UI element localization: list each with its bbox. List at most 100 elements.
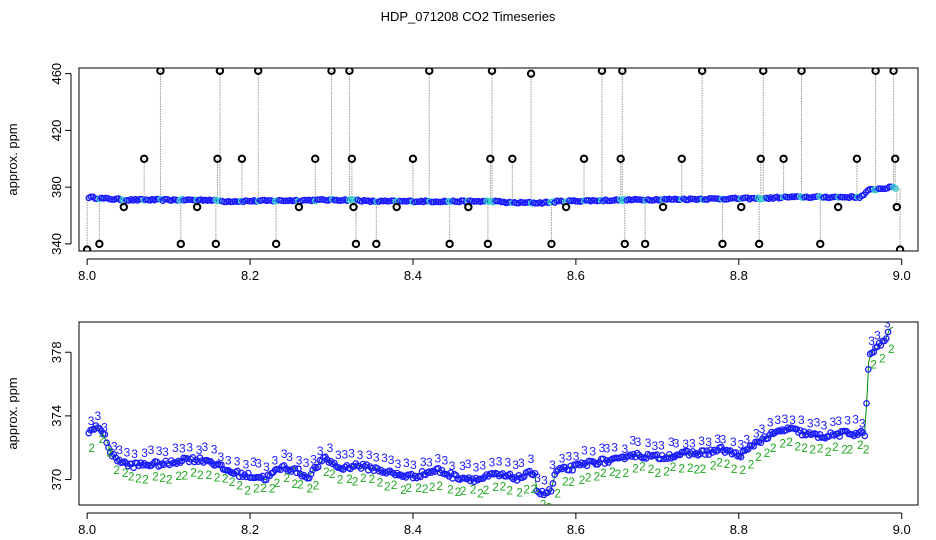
data-point [413,474,421,482]
digit-label-3: 3 [549,458,556,472]
digit-label-2: 2 [693,462,700,476]
digit-label-2: 2 [546,500,553,514]
digit-label-3: 3 [395,457,402,471]
data-point [882,335,890,342]
plot-frame [78,67,919,252]
digit-label-3: 3 [234,455,241,469]
digit-label-2: 2 [460,484,467,498]
digit-label-2: 2 [655,466,662,480]
data-point [744,445,752,453]
digit-markers: 3232323232323232323232323232323232323232… [88,322,895,514]
digit-label-2: 2 [159,471,166,485]
digit-label-2: 2 [832,440,839,454]
outlier-point [347,154,357,163]
digit-label-3: 3 [830,415,837,429]
outlier-point [833,202,843,212]
data-point [494,197,501,205]
data-points [85,183,899,207]
digit-label-2: 2 [764,446,771,460]
digit-label-3: 3 [599,441,606,455]
digit-label-2: 2 [297,478,304,492]
data-point [892,185,899,192]
digit-label-2: 2 [329,467,336,481]
digit-label-2: 2 [639,459,646,473]
y-tick-label: 374 [49,405,64,427]
data-point [545,485,553,493]
data-point [572,197,580,205]
spike-lines [86,70,901,250]
digit-label-2: 2 [609,465,616,479]
digit-label-3: 3 [327,441,334,455]
data-point [233,198,241,205]
y-axis-label: approx. ppm [5,377,20,449]
data-point [110,451,118,458]
digit-label-3: 3 [581,444,588,458]
digit-label-3: 3 [611,441,618,455]
digit-label-3: 3 [410,458,417,472]
outlier-point [852,154,862,163]
digit-label-2: 2 [568,475,575,489]
digit-label-3: 3 [629,434,636,448]
data-point [701,451,709,458]
data-point [633,449,641,457]
digit-label-2: 2 [455,485,462,499]
digit-label-3: 3 [225,454,232,468]
data-point [634,196,641,203]
digit-label-3: 3 [441,454,448,468]
digit-label-3: 3 [541,474,548,488]
y-axis: 370 374 378 [49,341,72,490]
data-point [884,328,892,336]
digit-label-3: 3 [202,440,209,454]
outlier-point [425,68,434,76]
data-point [157,461,164,469]
outlier-point [254,68,263,76]
digit-label-2: 2 [122,466,129,480]
outlier-point [213,154,222,163]
digit-label-3: 3 [844,413,851,427]
x-tick-label: 8.2 [241,522,259,537]
data-point [153,195,160,203]
outlier-point [139,154,149,163]
digit-label-3: 3 [645,436,652,450]
data-point [438,466,446,474]
digit-label-3: 3 [720,432,727,446]
digit-label-3: 3 [420,455,427,469]
digit-label-2: 2 [801,441,808,455]
data-point [427,469,435,477]
data-point [818,194,825,201]
digit-label-2: 2 [847,442,854,456]
digit-label-2: 2 [506,484,513,498]
digit-label-3: 3 [388,453,395,467]
digit-label-3: 3 [698,434,705,448]
data-point [544,489,551,497]
outlier-point [640,239,650,249]
data-point [553,467,560,475]
digit-label-2: 2 [197,468,204,482]
digit-label-3: 3 [518,456,525,470]
digit-label-3: 3 [141,446,148,460]
digit-label-2: 2 [770,441,777,455]
digit-label-2: 2 [323,465,330,479]
x-axis: 8.0 8.2 8.4 8.6 8.8 9.0 [78,258,911,283]
outlier-point [156,68,165,76]
y-axis-label: approx. ppm [5,123,20,195]
outlier-point [215,68,225,76]
digit-label-2: 2 [470,483,477,497]
outlier-point [871,68,880,76]
data-point [235,473,243,481]
digit-label-3: 3 [381,451,388,465]
data-point [265,197,273,204]
x-axis: 8.0 8.2 8.4 8.6 8.8 9.0 [78,512,911,537]
digit-label-2: 2 [436,479,443,493]
digit-label-3: 3 [101,420,108,434]
digit-label-3: 3 [868,334,875,348]
digit-label-2: 2 [360,471,367,485]
outlier-point [351,239,361,249]
digit-label-3: 3 [281,447,288,461]
digit-label-3: 3 [589,444,596,458]
digit-label-2: 2 [405,481,412,495]
digit-label-2: 2 [540,497,547,511]
digit-label-3: 3 [807,417,814,431]
digit-label-3: 3 [705,435,712,449]
digit-label-3: 3 [496,454,503,468]
